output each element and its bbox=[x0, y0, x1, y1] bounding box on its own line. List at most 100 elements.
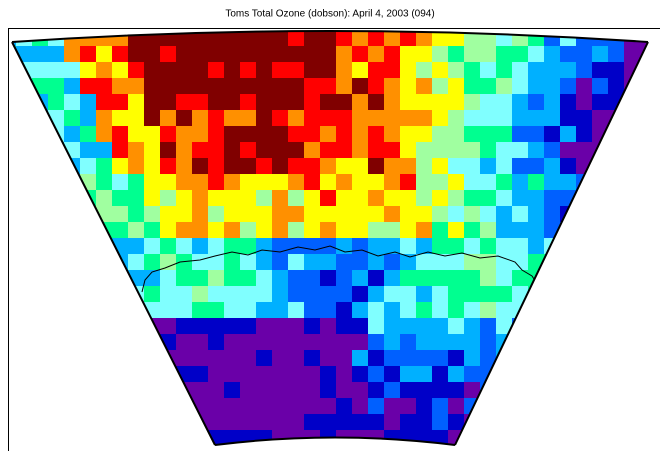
ozone-cell bbox=[432, 318, 448, 334]
ozone-cell bbox=[544, 78, 560, 94]
ozone-cell bbox=[128, 78, 144, 94]
ozone-cell bbox=[592, 62, 608, 78]
ozone-cell bbox=[384, 206, 400, 222]
ozone-cell bbox=[448, 270, 464, 286]
ozone-cell bbox=[256, 94, 272, 110]
ozone-cell bbox=[208, 142, 224, 158]
ozone-cell bbox=[192, 318, 208, 334]
ozone-cell bbox=[368, 94, 384, 110]
ozone-cell bbox=[592, 110, 608, 126]
ozone-cell bbox=[208, 110, 224, 126]
ozone-cell bbox=[112, 46, 128, 62]
ozone-cell bbox=[336, 78, 352, 94]
ozone-cell bbox=[256, 110, 272, 126]
ozone-cell bbox=[240, 158, 256, 174]
ozone-cell bbox=[176, 286, 192, 302]
ozone-cell bbox=[304, 398, 320, 414]
ozone-cell bbox=[416, 350, 432, 366]
ozone-cell bbox=[528, 174, 544, 190]
ozone-cell bbox=[224, 158, 240, 174]
ozone-cell bbox=[480, 174, 496, 190]
ozone-cell bbox=[448, 238, 464, 254]
ozone-cell bbox=[256, 382, 272, 398]
ozone-cell bbox=[416, 414, 432, 430]
ozone-cell bbox=[208, 46, 224, 62]
ozone-cell bbox=[272, 110, 288, 126]
ozone-cell bbox=[288, 366, 304, 382]
ozone-cell bbox=[400, 334, 416, 350]
ozone-cell bbox=[304, 222, 320, 238]
ozone-cell bbox=[112, 62, 128, 78]
ozone-cell bbox=[176, 238, 192, 254]
ozone-cell bbox=[192, 94, 208, 110]
ozone-cell bbox=[208, 382, 224, 398]
ozone-cell bbox=[336, 302, 352, 318]
ozone-cell bbox=[400, 110, 416, 126]
ozone-cell bbox=[384, 126, 400, 142]
ozone-cell bbox=[480, 270, 496, 286]
ozone-cell bbox=[384, 94, 400, 110]
ozone-cell bbox=[480, 142, 496, 158]
ozone-cell bbox=[448, 110, 464, 126]
ozone-cell bbox=[192, 126, 208, 142]
ozone-cell bbox=[480, 158, 496, 174]
ozone-cell bbox=[480, 94, 496, 110]
ozone-cell bbox=[112, 78, 128, 94]
ozone-cell bbox=[304, 302, 320, 318]
ozone-cell bbox=[400, 382, 416, 398]
ozone-cell bbox=[192, 366, 208, 382]
ozone-cell bbox=[288, 190, 304, 206]
ozone-cell bbox=[432, 414, 448, 430]
ozone-cell bbox=[464, 302, 480, 318]
ozone-cell bbox=[288, 270, 304, 286]
ozone-cell bbox=[272, 366, 288, 382]
ozone-cell bbox=[192, 286, 208, 302]
ozone-cell bbox=[176, 206, 192, 222]
ozone-cell bbox=[240, 238, 256, 254]
ozone-cell bbox=[512, 238, 528, 254]
ozone-cell bbox=[464, 270, 480, 286]
ozone-cell bbox=[368, 254, 384, 270]
ozone-cell bbox=[336, 46, 352, 62]
ozone-cell bbox=[176, 158, 192, 174]
ozone-cell bbox=[144, 206, 160, 222]
ozone-cell bbox=[288, 334, 304, 350]
ozone-cell bbox=[432, 110, 448, 126]
ozone-cell bbox=[528, 158, 544, 174]
ozone-cell bbox=[352, 158, 368, 174]
ozone-cell bbox=[480, 318, 496, 334]
ozone-cell bbox=[144, 110, 160, 126]
ozone-cell bbox=[560, 174, 576, 190]
ozone-cell bbox=[128, 254, 144, 270]
ozone-cell bbox=[432, 46, 448, 62]
ozone-cell bbox=[336, 382, 352, 398]
ozone-cell bbox=[464, 350, 480, 366]
ozone-cell bbox=[400, 206, 416, 222]
ozone-cell bbox=[544, 94, 560, 110]
ozone-cell bbox=[352, 366, 368, 382]
ozone-cell bbox=[208, 190, 224, 206]
ozone-cell bbox=[320, 318, 336, 334]
ozone-cell bbox=[384, 414, 400, 430]
ozone-cell bbox=[480, 206, 496, 222]
ozone-cell bbox=[368, 142, 384, 158]
ozone-cell bbox=[192, 142, 208, 158]
ozone-cell bbox=[400, 366, 416, 382]
ozone-cell bbox=[384, 270, 400, 286]
ozone-cell bbox=[224, 222, 240, 238]
ozone-cell bbox=[304, 414, 320, 430]
ozone-cell bbox=[480, 46, 496, 62]
ozone-cell bbox=[544, 174, 560, 190]
ozone-cell bbox=[320, 126, 336, 142]
ozone-cell bbox=[336, 270, 352, 286]
ozone-cell bbox=[304, 126, 320, 142]
ozone-cell bbox=[432, 366, 448, 382]
ozone-cell bbox=[384, 350, 400, 366]
ozone-cell bbox=[416, 110, 432, 126]
ozone-cell bbox=[96, 190, 112, 206]
ozone-cell bbox=[240, 254, 256, 270]
ozone-cell bbox=[192, 302, 208, 318]
ozone-cell bbox=[304, 62, 320, 78]
ozone-cell bbox=[320, 94, 336, 110]
ozone-cell bbox=[368, 366, 384, 382]
